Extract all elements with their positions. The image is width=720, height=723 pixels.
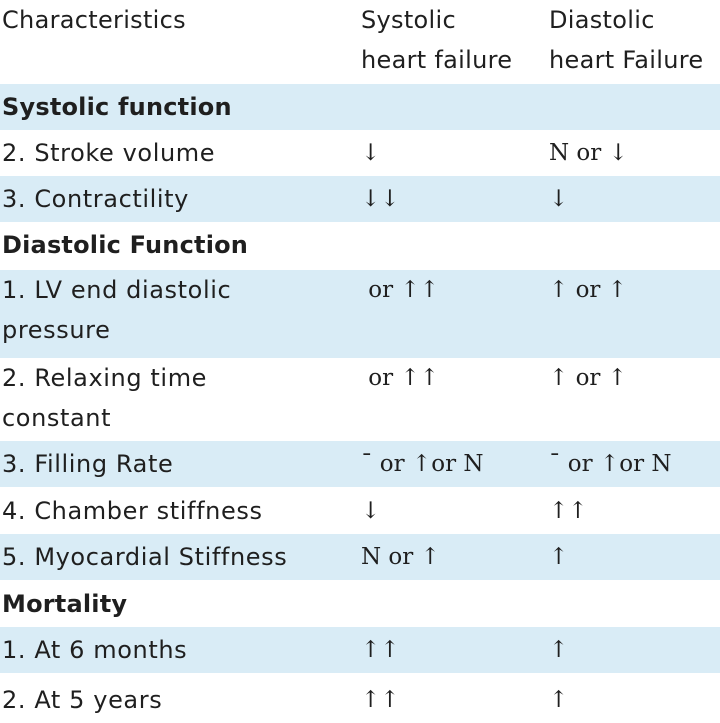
systolic-value: N or ↑ (361, 544, 440, 570)
diastolic-value: ↑ or ↑ (549, 365, 628, 391)
table-row: 2. At 5 years ↑↑ ↑ (0, 677, 720, 723)
table-row: 5. Myocardial Stiffness N or ↑ ↑ (0, 534, 720, 580)
systolic-value: or ↑↑ (361, 365, 440, 391)
diastolic-value: ↑↑ (549, 498, 588, 524)
row-label: 2. Relaxing time constant (2, 358, 207, 438)
systolic-value: ¯ or ↑or N (361, 451, 484, 477)
header-systolic-line-1: Systolic (361, 6, 456, 34)
diastolic-value: ¯ or ↑or N (549, 451, 672, 477)
row-label-line-1: 1. LV end diastolic (2, 276, 232, 304)
row-label: 3. Filling Rate (2, 450, 174, 478)
row-label: 2. At 5 years (2, 686, 163, 714)
systolic-value: ↓ (361, 498, 381, 524)
table-row: 2. Relaxing time constant or ↑↑ ↑ or ↑ (0, 358, 720, 440)
row-label: 3. Contractility (2, 185, 189, 213)
header-diastolic-line-1: Diastolic (549, 6, 655, 34)
diastolic-value: ↑ (549, 687, 569, 713)
table-row: 3. Contractility ↓↓ ↓ (0, 176, 720, 222)
header-systolic-line-2: heart failure (361, 46, 513, 74)
row-label-line-1: 2. Relaxing time (2, 364, 208, 392)
diastolic-value: ↓ (549, 186, 569, 212)
section-row-diastolic-function: Diastolic Function (0, 222, 720, 268)
table-row: 3. Filling Rate ¯ or ↑or N ¯ or ↑or N (0, 441, 720, 487)
section-label: Mortality (2, 590, 128, 618)
section-label: Systolic function (2, 93, 232, 121)
row-label: 4. Chamber stiffness (2, 497, 263, 525)
header-row: Characteristics Systolic heart failure D… (0, 0, 720, 84)
header-diastolic: Diastolic heart Failure (549, 0, 703, 80)
header-systolic: Systolic heart failure (361, 0, 512, 80)
systolic-value: or ↑↑ (361, 277, 440, 303)
diastolic-value: ↑ (549, 544, 569, 570)
systolic-value: ↑↑ (361, 687, 400, 713)
systolic-value: ↓ (361, 140, 381, 166)
diastolic-value: ↑ (549, 637, 569, 663)
header-diastolic-line-2: heart Failure (549, 46, 704, 74)
row-label-line-2: pressure (2, 316, 111, 344)
systolic-value: ↑↑ (361, 637, 400, 663)
row-label-line-2: constant (2, 404, 112, 432)
row-label: 2. Stroke volume (2, 139, 216, 167)
diastolic-value: N or ↓ (549, 140, 628, 166)
table-row: 4. Chamber stiffness ↓ ↑↑ (0, 488, 720, 534)
row-label: 5. Myocardial Stiffness (2, 543, 288, 571)
row-label: 1. At 6 months (2, 636, 188, 664)
diastolic-value: ↑ or ↑ (549, 277, 628, 303)
section-label: Diastolic Function (2, 231, 249, 259)
section-row-systolic-function: Systolic function (0, 84, 720, 130)
systolic-value: ↓↓ (361, 186, 400, 212)
header-characteristics: Characteristics (2, 6, 186, 34)
table-row: 1. At 6 months ↑↑ ↑ (0, 627, 720, 673)
table-row: 2. Stroke volume ↓ N or ↓ (0, 130, 720, 176)
row-label: 1. LV end diastolic pressure (2, 270, 231, 350)
section-row-mortality: Mortality (0, 581, 720, 627)
table-row: 1. LV end diastolic pressure or ↑↑ ↑ or … (0, 270, 720, 358)
